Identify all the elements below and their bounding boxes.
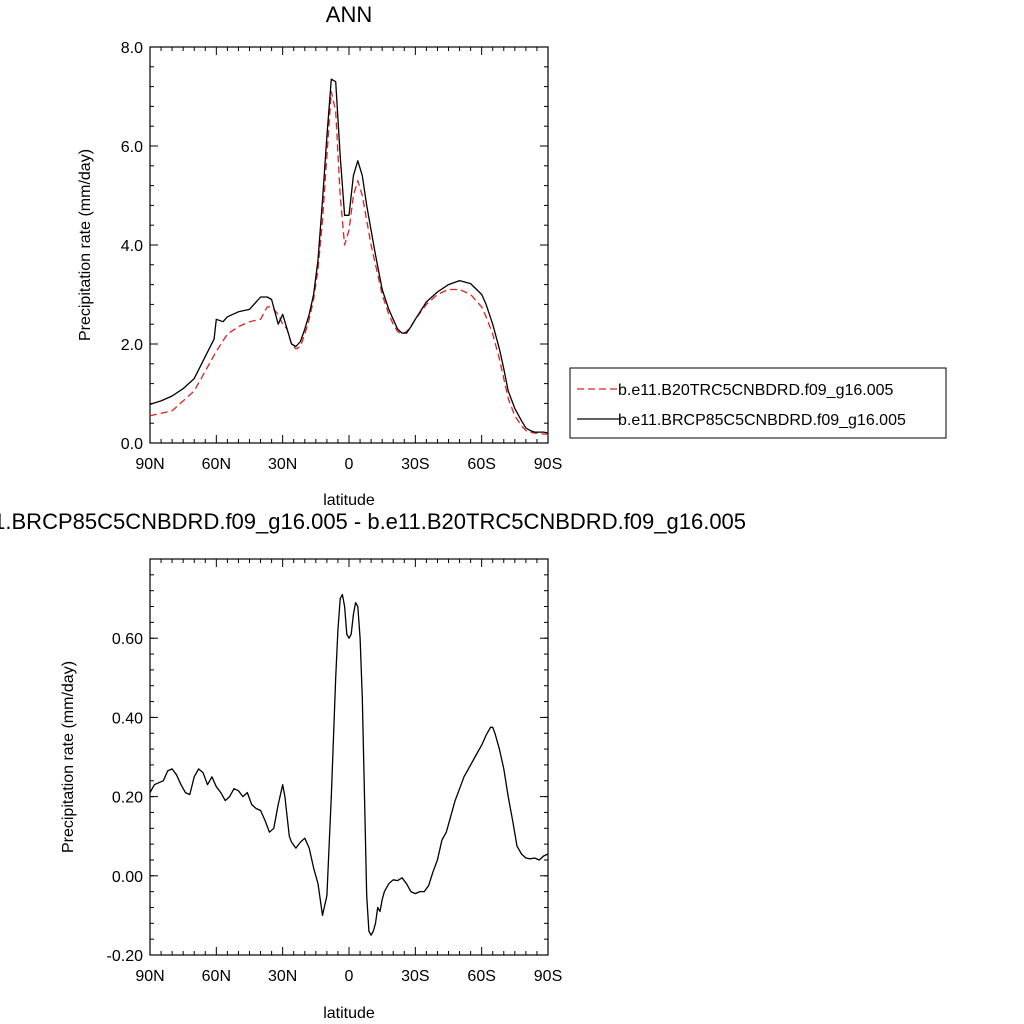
top-y-axis-label: Precipitation rate (mm/day) <box>77 149 94 341</box>
bottom-series-line-0 <box>149 593 549 936</box>
top-series-line-1 <box>149 78 549 434</box>
bottom-y-tick-label: -0.20 <box>107 948 144 965</box>
top-x-tick-label: 30N <box>268 456 297 473</box>
bottom-y-tick-label: 0.20 <box>112 790 143 807</box>
top-x-tick-label: 90N <box>135 456 164 473</box>
top-chart-title: ANN <box>326 2 372 27</box>
top-y-tick-label: 4.0 <box>121 238 143 255</box>
top-series-line-0 <box>149 90 548 435</box>
bottom-x-tick-label: 30N <box>268 968 297 985</box>
bottom-x-tick-label: 30S <box>401 968 429 985</box>
bottom-panel: b.e11.BRCP85C5CNBDRD.f09_g16.005 - b.e11… <box>0 509 746 1022</box>
bottom-y-axis-label: Precipitation rate (mm/day) <box>60 661 77 853</box>
top-x-tick-label: 60N <box>202 456 231 473</box>
bottom-y-tick-label: 0.60 <box>112 631 143 648</box>
bottom-x-tick-label: 60S <box>467 968 495 985</box>
bottom-x-tick-label: 0 <box>345 968 354 985</box>
top-y-tick-label: 2.0 <box>121 337 143 354</box>
top-x-axis-label: latitude <box>323 492 375 509</box>
bottom-x-tick-label: 90N <box>135 968 164 985</box>
bottom-plot-frame <box>149 558 549 956</box>
legend-label-historical: b.e11.B20TRC5CNBDRD.f09_g16.005 <box>618 382 894 399</box>
bottom-y-tick-label: 0.00 <box>112 869 143 886</box>
top-x-tick-label: 30S <box>401 456 429 473</box>
legend-label-rcp85: b.e11.BRCP85C5CNBDRD.f09_g16.005 <box>618 412 906 429</box>
top-axis-ticks: 90N 60N 30N 0 30S 60S 90S 0.0 2.0 4.0 6.0 8.0 <box>121 40 562 473</box>
top-x-tick-label: 60S <box>467 456 495 473</box>
bottom-x-tick-label: 60N <box>202 968 231 985</box>
bottom-x-axis-label: latitude <box>323 1005 375 1022</box>
top-y-tick-label: 0.0 <box>121 436 143 453</box>
bottom-axis-ticks: 90N 60N 30N 0 30S 60S 90S -0.20 0.00 0.20 0.40 0.60 <box>107 558 562 985</box>
top-x-tick-label: 0 <box>345 456 354 473</box>
top-x-tick-label: 90S <box>534 456 562 473</box>
bottom-y-tick-label: 0.40 <box>112 710 143 727</box>
top-panel: ANN 90N 60N 30N 0 30S 60S 90S 0.0 2.0 4.0 6.0 8.0 l… <box>77 2 947 509</box>
top-plot-frame <box>149 46 549 444</box>
legend-box <box>569 367 947 439</box>
bottom-chart-title: b.e11.BRCP85C5CNBDRD.f09_g16.005 - b.e11… <box>0 509 746 534</box>
bottom-data-lines <box>149 593 549 936</box>
top-data-lines <box>149 78 549 435</box>
bottom-x-tick-label: 90S <box>534 968 562 985</box>
top-y-tick-label: 6.0 <box>121 139 143 156</box>
top-y-tick-label: 8.0 <box>121 40 143 57</box>
legend: b.e11.B20TRC5CNBDRD.f09_g16.005 b.e11.BR… <box>569 367 947 439</box>
